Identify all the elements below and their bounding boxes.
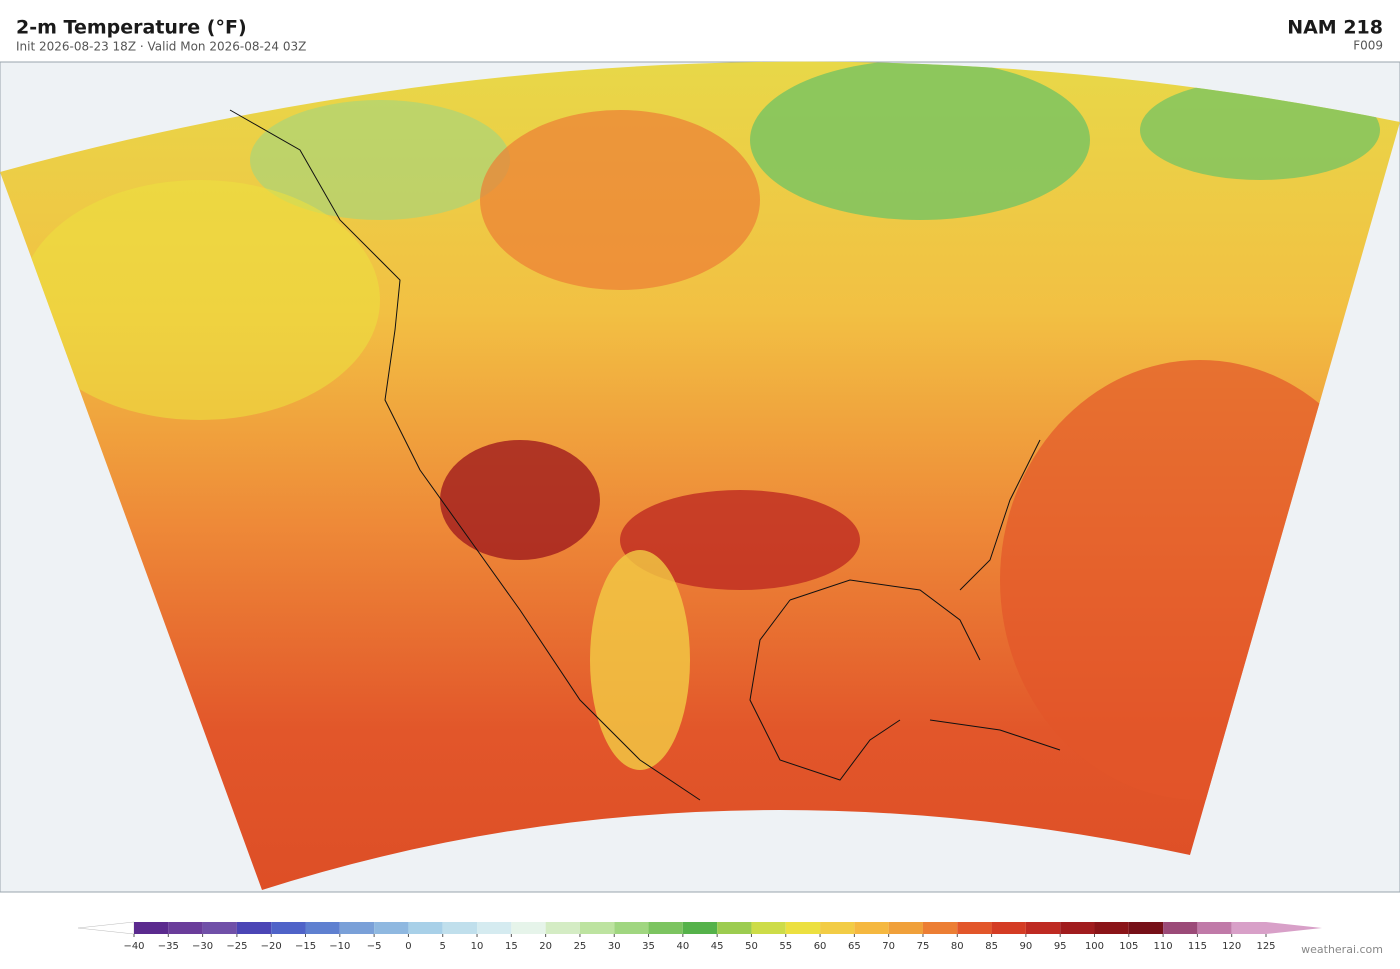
colorbar-tick-label: −30 <box>192 941 213 952</box>
colorbar-tick-label: −15 <box>295 941 316 952</box>
colorbar-bin <box>511 922 546 934</box>
colorbar-tick-label: −25 <box>226 941 247 952</box>
colorbar-tick-label: 20 <box>539 941 552 952</box>
colorbar-bin <box>648 922 683 934</box>
coastlines <box>229 109 1061 801</box>
colorbar-tick-label: 95 <box>1054 941 1067 952</box>
colorbar-bin <box>271 922 306 934</box>
colorbar-bin <box>1231 922 1266 934</box>
colorbar-bin <box>408 922 443 934</box>
credit: weatherai.com <box>1301 943 1383 956</box>
colorbar-bin <box>957 922 992 934</box>
colorbar-tick-label: 55 <box>779 941 792 952</box>
colorbar-bin <box>1060 922 1095 934</box>
colorbar-tick-label: 60 <box>814 941 827 952</box>
colorbar-tick-label: 40 <box>676 941 689 952</box>
colorbar-tick-label: −40 <box>123 941 144 952</box>
colorbar-tick-label: 30 <box>608 941 621 952</box>
colorbar-tick-label: 50 <box>745 941 758 952</box>
colorbar-bin <box>202 922 237 934</box>
colorbar-tick-label: 15 <box>505 941 518 952</box>
colorbar-bin <box>134 922 169 934</box>
colorbar-bin <box>682 922 718 934</box>
colorbar-tick-label: 110 <box>1154 941 1173 952</box>
colorbar-bin <box>374 922 409 934</box>
colorbar-bin <box>168 922 203 934</box>
colorbar-tick-label: 75 <box>917 941 930 952</box>
colorbar-bin <box>236 922 272 934</box>
colorbar-bin <box>442 922 478 934</box>
colorbar-bin <box>305 922 340 934</box>
colorbar-bin <box>614 922 649 934</box>
colorbar: −40 −35 −30 −25 −20 −15 −10 −5 0 5 10 15 20 25 30 35 40 4… <box>77 921 1322 952</box>
colorbar-tick-label: 90 <box>1020 941 1033 952</box>
colorbar-tick-label: 80 <box>951 941 964 952</box>
map-subtitle: Init 2026-08-23 18Z · Valid Mon 2026-08-… <box>16 40 306 54</box>
colorbar-bin <box>1025 922 1061 934</box>
temperature-field <box>0 61 1400 891</box>
colorbar-bin <box>888 922 923 934</box>
colorbar-tick-label: −35 <box>158 941 179 952</box>
colorbar-bin <box>717 922 752 934</box>
colorbar-extend-high <box>1266 922 1322 934</box>
colorbar-tick-label: −20 <box>261 941 282 952</box>
colorbar-tick-label: 10 <box>471 941 484 952</box>
colorbar-tick-label: 45 <box>711 941 724 952</box>
colorbar-tick-label: 35 <box>642 941 655 952</box>
colorbar-tick-label: −5 <box>367 941 382 952</box>
colorbar-bin <box>1163 922 1198 934</box>
colorbar-bin <box>922 922 958 934</box>
colorbar-tick-label: 105 <box>1119 941 1138 952</box>
colorbar-tick-label: 125 <box>1256 941 1275 952</box>
colorbar-bin <box>820 922 855 934</box>
colorbar-bin <box>1128 922 1164 934</box>
colorbar-bin <box>545 922 580 934</box>
colorbar-bin <box>477 922 512 934</box>
colorbar-bin <box>1094 922 1129 934</box>
colorbar-tick-label: 25 <box>574 941 587 952</box>
colorbar-tick-label: 120 <box>1222 941 1241 952</box>
map-title: 2-m Temperature (°F) <box>16 17 247 39</box>
colorbar-bin <box>785 922 821 934</box>
colorbar-bin <box>1197 922 1232 934</box>
colorbar-tick-label: 115 <box>1188 941 1207 952</box>
colorbar-bin <box>854 922 889 934</box>
colorbar-tick-label: 0 <box>405 941 411 952</box>
colorbar-tick-label: 65 <box>848 941 861 952</box>
model-name: NAM 218 <box>1287 17 1383 39</box>
colorbar-tick-label: 70 <box>882 941 895 952</box>
colorbar-bin <box>339 922 375 934</box>
colorbar-tick-label: 85 <box>985 941 998 952</box>
colorbar-bin <box>751 922 786 934</box>
colorbar-tick-label: −10 <box>329 941 350 952</box>
colorbar-extend-low <box>77 921 135 935</box>
forecast-hour: F009 <box>1353 39 1383 53</box>
colorbar-bin <box>991 922 1026 934</box>
colorbar-bin <box>579 922 615 934</box>
colorbar-tick-label: 100 <box>1085 941 1104 952</box>
colorbar-tick-label: 5 <box>440 941 446 952</box>
